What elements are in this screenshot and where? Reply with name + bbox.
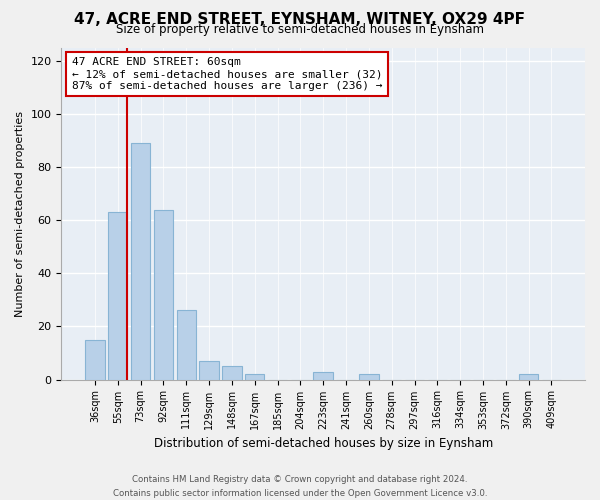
Bar: [131, 143, 150, 380]
Text: 47, ACRE END STREET, EYNSHAM, WITNEY, OX29 4PF: 47, ACRE END STREET, EYNSHAM, WITNEY, OX…: [74, 12, 526, 28]
Bar: [313, 372, 333, 380]
X-axis label: Distribution of semi-detached houses by size in Eynsham: Distribution of semi-detached houses by …: [154, 437, 493, 450]
Bar: [176, 310, 196, 380]
Bar: [519, 374, 538, 380]
Bar: [154, 210, 173, 380]
Bar: [222, 366, 242, 380]
Text: Size of property relative to semi-detached houses in Eynsham: Size of property relative to semi-detach…: [116, 22, 484, 36]
Bar: [199, 361, 219, 380]
Bar: [245, 374, 265, 380]
Bar: [108, 212, 127, 380]
Text: Contains HM Land Registry data © Crown copyright and database right 2024.
Contai: Contains HM Land Registry data © Crown c…: [113, 476, 487, 498]
Bar: [359, 374, 379, 380]
Text: 47 ACRE END STREET: 60sqm
← 12% of semi-detached houses are smaller (32)
87% of : 47 ACRE END STREET: 60sqm ← 12% of semi-…: [72, 58, 382, 90]
Bar: [85, 340, 104, 380]
Y-axis label: Number of semi-detached properties: Number of semi-detached properties: [15, 110, 25, 316]
